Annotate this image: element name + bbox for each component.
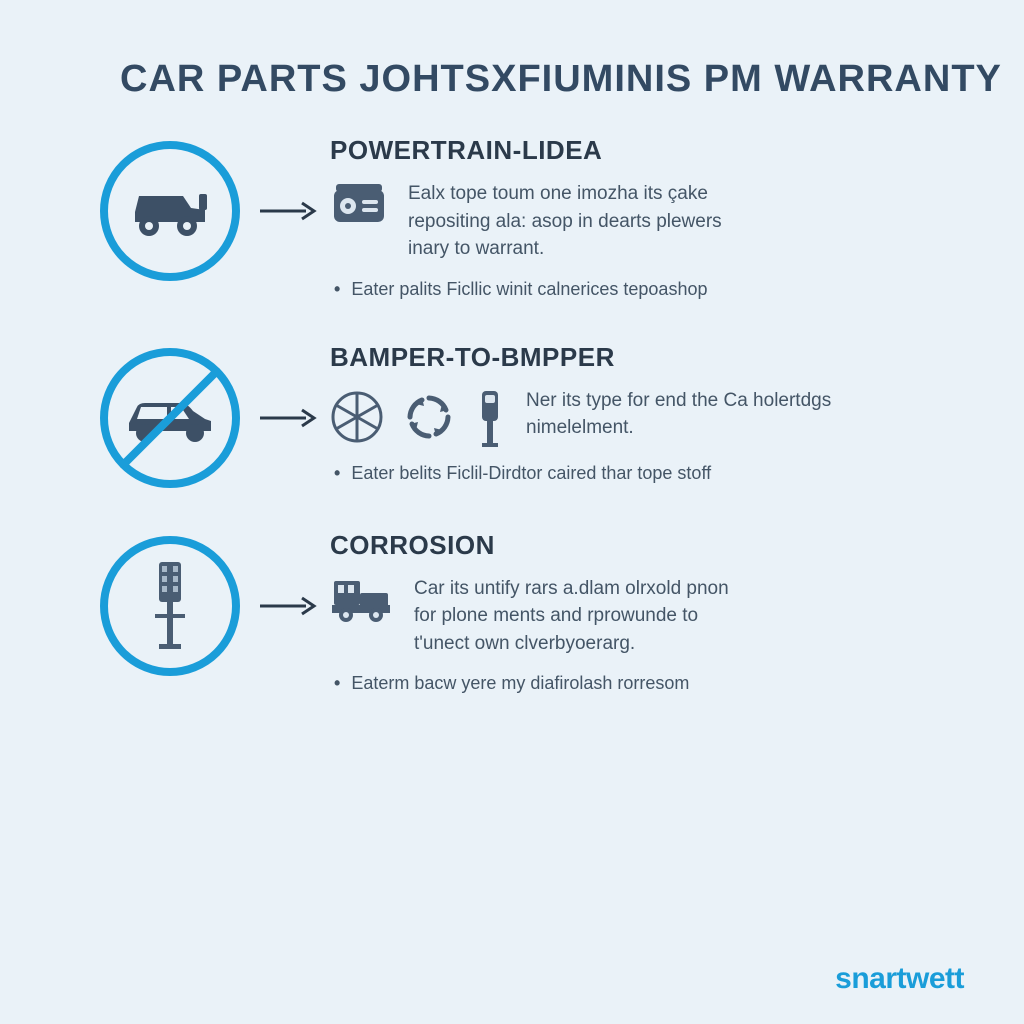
- bullet-text: Eater belits Ficlil-Dirdtor caired thar …: [330, 463, 944, 484]
- arrow-icon: [258, 199, 318, 223]
- content-column: CORROSION Car its untify rar: [330, 526, 944, 695]
- parking-meter-icon: [474, 387, 506, 447]
- brand-logo: snartwett: [835, 962, 964, 996]
- circle-icon-bumper: [100, 348, 240, 488]
- side-icons: [330, 387, 506, 447]
- content-column: BAMPER-TO-BMPPER: [330, 338, 944, 484]
- circle-icon-corrosion: [100, 536, 240, 676]
- side-icons: [330, 180, 388, 226]
- icon-column: [100, 338, 330, 488]
- description-row: Car its untify rars a.dlam olrxold pnon …: [330, 575, 944, 658]
- truck-icon: [330, 575, 394, 625]
- car-suv-icon: [125, 184, 215, 239]
- description-text: Ner its type for end the Ca holertdgs ni…: [526, 387, 866, 442]
- arrow-icon: [258, 594, 318, 618]
- description-row: Ner its type for end the Ca holertdgs ni…: [330, 387, 944, 447]
- description-text: Car its untify rars a.dlam olrxold pnon …: [414, 575, 754, 658]
- arrow-icon: [258, 406, 318, 430]
- icon-column: [100, 526, 330, 676]
- side-icons: [330, 575, 394, 625]
- pie-chart-icon: [330, 390, 384, 444]
- bullet-text: Eaterm bacw yere my diafirolash rorresom: [330, 673, 944, 694]
- section-bumper: BAMPER-TO-BMPPER: [100, 338, 944, 488]
- circle-icon-powertrain: [100, 141, 240, 281]
- description-row: Ealx tope toum one imozha its çake repos…: [330, 180, 944, 263]
- page-title: CAR PARTS JOHTSXFIUMINIS PM WARRANTY: [0, 0, 1024, 101]
- icon-column: [100, 131, 330, 281]
- cycle-arrows-icon: [402, 390, 456, 444]
- section-title: POWERTRAIN-LIDEA: [330, 135, 944, 166]
- section-powertrain: POWERTRAIN-LIDEA Ealx tope toum one imoz…: [100, 131, 944, 300]
- bullet-text: Eater palits Ficllic winit calnerices te…: [330, 279, 944, 300]
- section-title: BAMPER-TO-BMPPER: [330, 342, 944, 373]
- section-title: CORROSION: [330, 530, 944, 561]
- content-column: POWERTRAIN-LIDEA Ealx tope toum one imoz…: [330, 131, 944, 300]
- signal-tower-icon: [145, 556, 195, 656]
- section-corrosion: CORROSION Car its untify rar: [100, 526, 944, 695]
- radio-icon: [330, 180, 388, 226]
- sections-container: POWERTRAIN-LIDEA Ealx tope toum one imoz…: [0, 101, 1024, 694]
- description-text: Ealx tope toum one imozha its çake repos…: [408, 180, 748, 263]
